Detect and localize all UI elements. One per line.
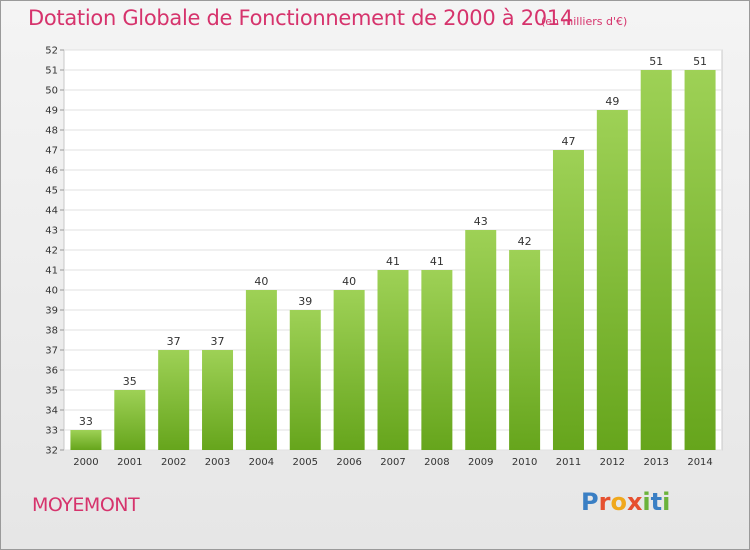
y-tick-label: 36 [45, 366, 58, 377]
y-tick-label: 33 [45, 426, 58, 437]
proxiti-logo: Proxiti [581, 488, 670, 516]
logo-letter: x [626, 488, 643, 516]
value-label-2007: 41 [386, 255, 400, 268]
bar-2009 [465, 230, 497, 450]
value-label-2010: 42 [518, 235, 532, 248]
commune-name: MOYEMONT [32, 494, 140, 516]
x-tick-label: 2000 [73, 457, 98, 468]
y-tick-label: 42 [45, 246, 58, 257]
bar-2008 [421, 270, 453, 450]
y-tick-label: 44 [45, 206, 58, 217]
y-tick-label: 41 [45, 266, 58, 277]
bar-2005 [289, 310, 321, 450]
x-tick-label: 2007 [380, 457, 405, 468]
value-label-2008: 41 [430, 255, 444, 268]
y-tick-label: 48 [45, 126, 58, 137]
y-tick-label: 51 [45, 66, 58, 77]
y-tick-label: 45 [45, 186, 58, 197]
bar-2010 [509, 250, 541, 450]
x-tick-label: 2011 [556, 457, 581, 468]
bar-2013 [640, 70, 672, 450]
logo-letter: P [581, 488, 599, 516]
x-tick-label: 2002 [161, 457, 186, 468]
x-tick-label: 2013 [643, 457, 668, 468]
x-tick-label: 2005 [293, 457, 318, 468]
y-axis: 32 33 34 35 36 37 38 39 40 41 42 43 44 45 46 47 48 49 50 51… [45, 46, 64, 457]
x-tick-label: 2004 [249, 457, 274, 468]
y-tick-label: 50 [45, 86, 58, 97]
x-tick-label: 2010 [512, 457, 537, 468]
y-tick-label: 39 [45, 306, 58, 317]
bar-2003 [202, 350, 234, 450]
bars [70, 70, 716, 450]
value-label-2009: 43 [474, 215, 488, 228]
value-labels: 33 35 37 37 40 39 40 41 41 43 42 47 49 51 51 [79, 55, 707, 428]
value-label-2003: 37 [211, 335, 225, 348]
x-tick-label: 2006 [336, 457, 361, 468]
bar-2007 [377, 270, 409, 450]
y-tick-label: 38 [45, 326, 58, 337]
bar-2014 [684, 70, 716, 450]
y-tick-label: 49 [45, 106, 58, 117]
y-tick-label: 32 [45, 446, 58, 457]
x-axis: 2000 2001 2002 2003 2004 2005 2006 2007 2008 2009… [73, 457, 713, 468]
y-tick-label: 43 [45, 226, 58, 237]
value-label-2000: 33 [79, 415, 93, 428]
bar-2011 [552, 150, 584, 450]
value-label-2013: 51 [649, 55, 663, 68]
value-label-2012: 49 [605, 95, 619, 108]
y-tick-label: 37 [45, 346, 58, 357]
value-label-2005: 39 [298, 295, 312, 308]
value-label-2002: 37 [167, 335, 181, 348]
x-tick-label: 2012 [600, 457, 625, 468]
logo-letter: t [650, 488, 663, 516]
x-tick-label: 2009 [468, 457, 493, 468]
y-tick-label: 35 [45, 386, 58, 397]
y-tick-label: 34 [45, 406, 58, 417]
value-label-2001: 35 [123, 375, 137, 388]
y-tick-label: 52 [45, 46, 58, 57]
value-label-2006: 40 [342, 275, 356, 288]
x-tick-label: 2001 [117, 457, 142, 468]
y-tick-label: 47 [45, 146, 58, 157]
value-label-2004: 40 [254, 275, 268, 288]
value-label-2011: 47 [561, 135, 575, 148]
bar-2001 [114, 390, 146, 450]
logo-letter: i [662, 488, 671, 516]
logo-letter: o [610, 488, 627, 516]
chart-subtitle: (en milliers d'€) [541, 15, 628, 28]
logo-letter: r [598, 488, 611, 516]
bar-2002 [158, 350, 190, 450]
x-tick-label: 2014 [687, 457, 712, 468]
y-tick-label: 46 [45, 166, 58, 177]
bar-2006 [333, 290, 365, 450]
chart-title: Dotation Globale de Fonctionnement de 20… [28, 6, 573, 30]
bar-2012 [596, 110, 628, 450]
y-tick-label: 40 [45, 286, 58, 297]
bar-2004 [245, 290, 277, 450]
logo-letter: i [642, 488, 651, 516]
x-tick-label: 2008 [424, 457, 449, 468]
x-tick-label: 2003 [205, 457, 230, 468]
value-label-2014: 51 [693, 55, 707, 68]
bar-2000 [70, 430, 102, 450]
